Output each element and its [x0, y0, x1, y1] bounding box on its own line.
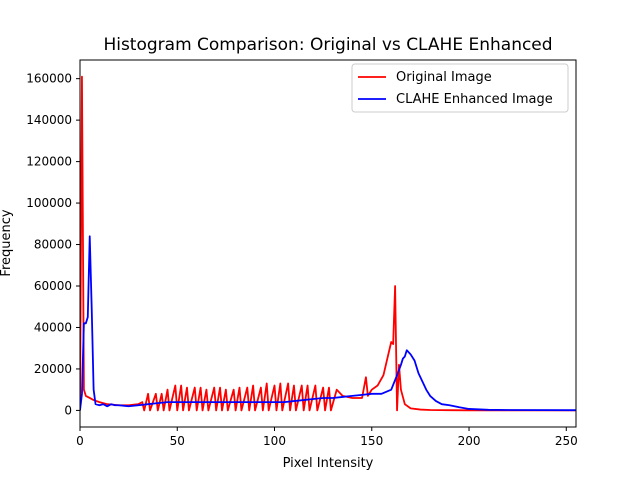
series-lines [80, 75, 576, 412]
y-tick-label: 20000 [34, 362, 72, 376]
x-tick-label: 150 [360, 434, 383, 448]
legend-label-clahe: CLAHE Enhanced Image [396, 92, 553, 107]
legend-label-original: Original Image [396, 70, 492, 85]
y-tick-label: 100000 [26, 196, 72, 210]
y-tick-label: 140000 [26, 113, 72, 127]
chart-title: Histogram Comparison: Original vs CLAHE … [103, 35, 552, 55]
x-tick-label: 250 [555, 434, 578, 448]
y-tick-label: 160000 [26, 72, 72, 86]
x-tick-label: 50 [170, 434, 185, 448]
x-tick-label: 200 [458, 434, 481, 448]
plot-area [79, 59, 577, 428]
x-tick-label: 100 [263, 434, 286, 448]
x-tick-label: 0 [76, 434, 84, 448]
x-axis-label: Pixel Intensity [283, 456, 374, 471]
y-axis-label: Frequency [0, 209, 14, 276]
y-tick-label: 120000 [26, 155, 72, 169]
legend-box [351, 63, 569, 113]
x-axis-ticks: 0 50 100 150 200 250 [76, 427, 578, 448]
series-line-clahe [80, 235, 576, 412]
y-tick-label: 0 [64, 403, 72, 417]
y-tick-label: 60000 [34, 279, 72, 293]
y-axis-ticks: 0 20000 40000 60000 80000 100000 120000 140000 1… [26, 72, 80, 417]
y-tick-label: 80000 [34, 238, 72, 252]
legend: Original Image CLAHE Enhanced Image [351, 63, 569, 113]
y-tick-label: 40000 [34, 320, 72, 334]
series-line-original [80, 75, 576, 412]
axes-frame [79, 59, 577, 428]
